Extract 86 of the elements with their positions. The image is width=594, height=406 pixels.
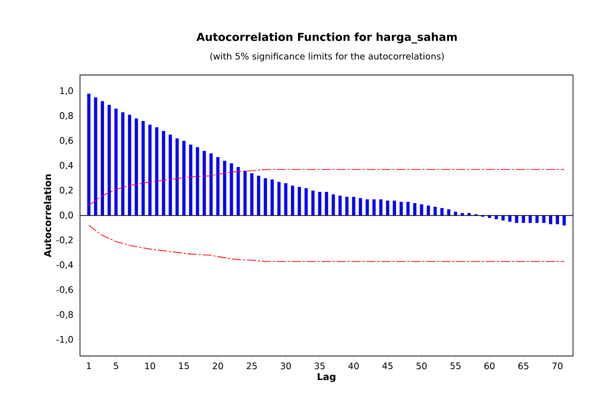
x-tick-label: 25 [246,362,257,370]
y-tick-label: -0,2 [56,236,73,244]
bar [332,194,335,216]
bar [447,209,450,216]
y-tick-label: 0,2 [60,186,73,194]
bar [434,206,437,216]
chart-title: Autocorrelation Function for harga_saham [196,32,457,44]
bar [426,206,430,216]
line-series [88,169,565,206]
bar [128,114,132,216]
x-tick-label: 60 [484,362,495,370]
y-tick-label: 0,6 [60,137,73,145]
bar [386,200,390,216]
bar [345,196,348,216]
bar [142,121,145,216]
bar [311,190,315,216]
bar [379,199,382,216]
bar [324,192,328,216]
x-tick-label: 70 [552,362,562,370]
bar [87,94,90,216]
bar [264,178,267,216]
chart-subtitle: (with 5% significance limits for the autocorrelations) [210,52,444,62]
bar [243,170,247,216]
y-tick-label: 1,0 [60,87,73,96]
bar [168,134,172,216]
x-tick-label: 5 [114,362,118,370]
bar [196,147,200,216]
bar [176,138,179,216]
bar [257,176,260,216]
bar [94,97,98,216]
bar [284,183,288,216]
bar [542,215,546,223]
y-tick-label: -1,0 [56,336,73,344]
x-tick-label: 1 [86,362,91,370]
bar [250,173,254,216]
bar [223,160,226,216]
x-tick-label: 10 [145,362,156,370]
bar [114,108,118,216]
x-axis-title: Lag [318,373,336,382]
x-tick-label: 50 [416,362,427,370]
bar [202,150,206,216]
bar [162,130,166,216]
y-tick-label: -0,4 [56,261,73,270]
bar [236,167,240,216]
bar [277,182,281,216]
bar [216,157,220,216]
x-tick-label: 15 [179,362,189,370]
bar [528,215,532,223]
y-tick-label: 0,0 [60,212,73,220]
y-tick-label: 0,8 [60,112,73,120]
y-tick-label: -0,8 [56,311,73,319]
bar [392,200,396,216]
bar [209,153,213,216]
bar [290,186,294,216]
bar [155,127,158,216]
bar [366,199,369,216]
y-axis-title: Autocorrelation [44,174,52,258]
bar [318,192,322,216]
bar [121,112,124,216]
y-tick-label: 0,4 [60,162,73,170]
bar [148,124,152,216]
bar [372,199,376,216]
bar [338,196,342,216]
bar [270,179,274,216]
bar [562,215,566,226]
line-series [88,225,565,262]
bar [108,104,111,216]
bar [304,188,308,216]
x-tick-label: 65 [518,362,528,370]
bar [298,186,301,216]
x-tick-label: 45 [382,362,393,370]
bar [413,203,416,216]
x-tick-label: 55 [450,362,460,370]
x-tick-label: 20 [212,362,223,370]
x-tick-label: 35 [314,362,325,370]
bar [352,196,356,216]
x-tick-label: 30 [280,362,291,370]
x-tick-label: 40 [348,362,359,370]
bar [358,198,362,216]
bar [134,118,138,216]
bar [230,163,234,216]
bar [400,202,403,216]
bar [100,101,104,216]
bar [189,144,192,216]
bar [182,140,186,216]
y-tick-label: -0,6 [56,286,73,294]
